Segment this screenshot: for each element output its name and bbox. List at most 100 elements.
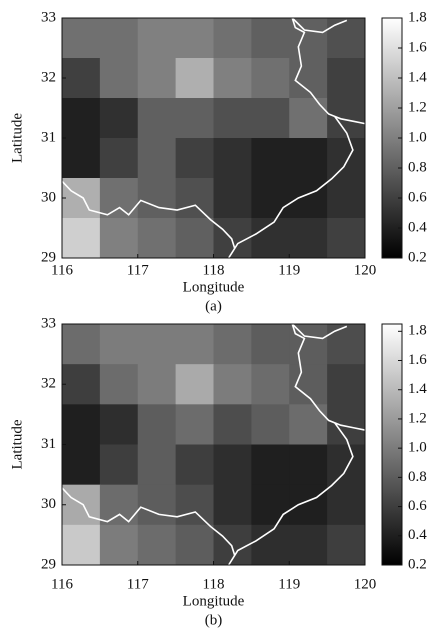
x-axis-label: Longitude — [183, 279, 245, 295]
heatmap-cell — [251, 324, 290, 365]
heatmap-cell — [62, 524, 101, 566]
heatmap-cell — [175, 178, 214, 219]
heatmap-cell — [137, 138, 177, 179]
heatmap-cell — [62, 484, 101, 526]
heatmap-cell — [137, 484, 177, 526]
heatmap-cell — [175, 404, 214, 445]
heatmap-cell — [251, 444, 290, 486]
heatmap-cell — [99, 18, 139, 59]
heatmap-cell — [99, 524, 139, 566]
heatmap-cell — [62, 444, 101, 486]
heatmap-cell — [99, 364, 139, 405]
heatmap-cell — [289, 364, 328, 405]
heatmap-cell — [251, 138, 290, 179]
colorbar-tick-label: 0.2 — [408, 249, 427, 265]
heatmap-panel: 116 117 118 119 120 29 30 31 32 33 Longitude (b) Lat… — [9, 315, 427, 628]
border-line — [291, 323, 348, 340]
colorbar-tick-label: 1.4 — [408, 381, 427, 397]
heatmap-cell — [213, 444, 252, 486]
x-tick-label: 116 — [51, 262, 73, 278]
border-line — [291, 323, 366, 431]
heatmap-cell — [99, 444, 139, 486]
x-tick-label: 117 — [127, 576, 149, 592]
y-axis-label: Latitude — [9, 113, 25, 163]
colorbar-tick-label: 0.2 — [408, 556, 427, 572]
heatmap-cell — [327, 18, 366, 59]
border-line — [227, 115, 354, 259]
heatmap-cell — [62, 404, 101, 445]
heatmap-cell — [289, 444, 328, 486]
heatmap-cell — [327, 58, 366, 99]
heatmap-cell — [99, 138, 139, 179]
heatmap-cell — [175, 18, 214, 59]
heatmap-cell — [137, 364, 177, 405]
heatmap-cell — [175, 444, 214, 486]
heatmap-cell — [213, 324, 252, 365]
heatmap-cell — [289, 218, 328, 259]
heatmap-cell — [62, 364, 101, 405]
heatmap-cell — [213, 138, 252, 179]
y-axis-label: Latitude — [9, 419, 25, 469]
caption: (a) — [205, 298, 222, 314]
x-tick-label: 119 — [278, 262, 300, 278]
x-tick-label: 118 — [203, 262, 225, 278]
border-line — [61, 180, 236, 249]
colorbar-tick-label: 0.4 — [408, 527, 427, 543]
y-tick-label: 31 — [41, 436, 56, 452]
x-tick-label: 119 — [278, 576, 300, 592]
heatmap-cell — [289, 484, 328, 526]
heatmap-cell — [327, 138, 366, 179]
heatmap-cell — [137, 524, 177, 566]
heatmap-cell — [99, 324, 139, 365]
heatmap-cell — [289, 524, 328, 566]
border-line — [227, 422, 354, 566]
heatmap-cell — [289, 18, 328, 59]
heatmap-cell — [251, 98, 290, 139]
border-line — [61, 487, 236, 556]
heatmap-cell — [137, 98, 177, 139]
heatmap-cell — [137, 58, 177, 99]
heatmap-cell — [62, 98, 101, 139]
y-tick-label: 32 — [41, 69, 56, 85]
heatmap-cell — [251, 178, 290, 219]
heatmap-cell — [99, 484, 139, 526]
heatmap-cell — [62, 58, 101, 99]
heatmap-cell — [62, 18, 101, 59]
colorbar-tick-label: 0.4 — [408, 219, 427, 235]
heatmap-cell — [289, 58, 328, 99]
y-tick-label: 30 — [41, 189, 56, 205]
colorbar — [381, 323, 403, 566]
colorbar-tick-label: 0.8 — [408, 159, 427, 175]
y-tick-label: 29 — [41, 249, 56, 265]
heatmap-cell — [175, 324, 214, 365]
heatmap-cell — [62, 218, 101, 259]
y-tick-label: 33 — [41, 315, 56, 331]
y-tick-label: 31 — [41, 129, 56, 145]
heatmap-cell — [99, 404, 139, 445]
heatmap-cell — [327, 484, 366, 526]
colorbar-tick-label: 1.4 — [408, 69, 427, 85]
heatmap-cell — [251, 58, 290, 99]
heatmap-cell — [327, 324, 366, 365]
colorbar-tick-label: 1.8 — [408, 323, 427, 339]
heatmap-cell — [213, 364, 252, 405]
heatmap-cell — [327, 178, 366, 219]
heatmap-cell — [137, 324, 177, 365]
border-line — [291, 17, 348, 34]
colorbar-tick-label: 0.6 — [408, 189, 427, 205]
heatmap-cell — [175, 98, 214, 139]
heatmap-cell — [99, 178, 139, 219]
heatmap-cell — [289, 324, 328, 365]
heatmap-cell — [99, 98, 139, 139]
heatmap-cell — [213, 58, 252, 99]
y-tick-label: 33 — [41, 9, 56, 25]
heatmap-cell — [327, 364, 366, 405]
heatmap-cell — [251, 364, 290, 405]
heatmap-cell — [327, 444, 366, 486]
x-tick-label: 117 — [127, 262, 149, 278]
heatmap-cell — [213, 404, 252, 445]
heatmap-cell — [289, 138, 328, 179]
heatmap-cell — [137, 444, 177, 486]
heatmap-cell — [62, 138, 101, 179]
